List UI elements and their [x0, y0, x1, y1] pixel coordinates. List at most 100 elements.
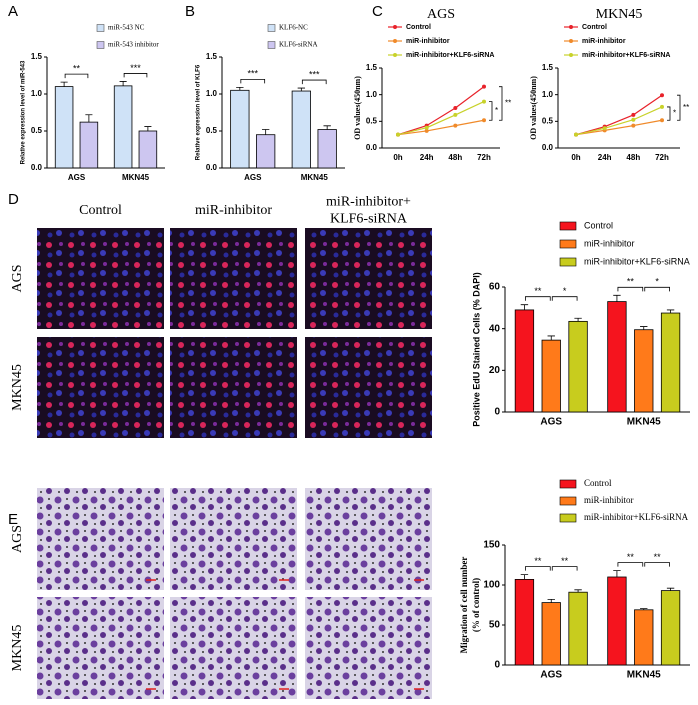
bar [607, 301, 627, 413]
chart-title: MKN45 [596, 7, 643, 22]
error-bar [574, 589, 582, 593]
y-axis-label: OD values(450nm) [353, 76, 362, 140]
micrograph [170, 597, 297, 699]
bar [291, 90, 311, 169]
x-tick-label: 48h [626, 153, 640, 162]
bar [230, 89, 250, 169]
point [631, 117, 636, 122]
point [424, 128, 429, 133]
legend-swatch [267, 41, 276, 49]
legend-label: KLF6-NC [279, 24, 308, 32]
x-tick-label: AGS [540, 417, 562, 428]
y-tick-label: 1.5 [542, 63, 554, 72]
bar [256, 134, 276, 169]
legend-label: Control [406, 24, 431, 31]
point [482, 84, 486, 89]
x-tick-label: AGS [68, 173, 86, 182]
legend-swatch [267, 24, 276, 32]
legend-label: miR-inhibitor [582, 38, 626, 45]
y-tick-label: 0 [494, 407, 500, 418]
significance-label: *** [247, 69, 258, 79]
point [482, 99, 486, 104]
y-tick-label: 1.5 [206, 52, 218, 61]
line [397, 86, 485, 136]
legend-marker [393, 53, 397, 57]
significance-label: ** [627, 277, 635, 287]
legend-label: miR-inhibitor [584, 238, 635, 248]
panel-letter: C [372, 3, 383, 20]
legend-label: KLF6-siRNA [279, 41, 318, 49]
error-bar [60, 81, 68, 87]
panel-letter: D [8, 191, 19, 208]
bar [660, 312, 681, 413]
y-tick-label: 0.0 [366, 143, 378, 152]
legend-label: miR-543 NC [108, 24, 145, 32]
legend-label: Control [584, 220, 613, 230]
micrograph [170, 228, 297, 329]
bar [138, 130, 158, 169]
error-bar [613, 294, 621, 302]
bar [79, 121, 99, 169]
significance-bracket [301, 79, 327, 85]
point [453, 106, 458, 110]
bar [514, 309, 535, 413]
bar [54, 86, 74, 169]
bar [634, 609, 654, 666]
significance-label: ** [534, 556, 542, 566]
legend-marker [569, 39, 573, 43]
bar [541, 602, 561, 666]
column-label: Control [79, 203, 122, 218]
legend-swatch [559, 257, 577, 267]
point [396, 132, 400, 137]
legend-marker [569, 53, 573, 57]
y-tick-label: 1.0 [31, 89, 43, 98]
significance-bracket [64, 73, 89, 79]
y-tick-label: 0.0 [31, 163, 43, 172]
y-tick-label: 60 [489, 282, 501, 293]
y-tick-label: 1.0 [206, 89, 218, 98]
y-tick-label: 0.5 [366, 116, 378, 125]
legend-label: miR-inhibitor+KLF6-siRNA [406, 52, 494, 59]
point [660, 118, 664, 123]
error-bar [144, 126, 152, 131]
panel-letter: A [8, 3, 18, 20]
error-bar [666, 587, 675, 591]
y-tick-label: 0.0 [206, 163, 218, 172]
bar [607, 576, 627, 666]
significance-bracket [240, 78, 266, 84]
significance-bracket [551, 296, 578, 301]
significance-bracket [525, 566, 551, 571]
bar [317, 129, 337, 169]
row-label: MKN45 [10, 625, 25, 672]
bar [113, 85, 133, 169]
axis [381, 68, 500, 149]
significance-label: ** [561, 556, 569, 566]
micrograph [37, 337, 164, 438]
significance-bracket [667, 106, 671, 121]
significance-label: ** [627, 552, 635, 562]
x-tick-label: 72h [477, 153, 491, 162]
significance-bracket [499, 86, 503, 121]
significance-label: * [495, 106, 498, 115]
line [397, 101, 485, 136]
bar [568, 320, 588, 413]
row-label: AGS [10, 525, 25, 553]
y-tick-label: 20 [489, 365, 501, 376]
x-tick-label: MKN45 [122, 173, 150, 182]
bar [514, 579, 535, 666]
legend-label: miR-inhibitor+KLF6-siRNA [582, 52, 670, 59]
legend-label: Control [582, 24, 607, 31]
y-axis-label: Relative expression level of miR-543 [21, 60, 27, 164]
significance-label: *** [130, 63, 141, 73]
legend-marker [393, 25, 397, 29]
significance-label: * [655, 277, 659, 287]
legend-swatch [96, 41, 105, 49]
bar [660, 590, 681, 666]
micrograph [37, 597, 164, 699]
line [575, 106, 663, 136]
point [453, 112, 458, 117]
point [482, 118, 486, 123]
bar [634, 329, 654, 413]
significance-bracket [525, 296, 551, 301]
